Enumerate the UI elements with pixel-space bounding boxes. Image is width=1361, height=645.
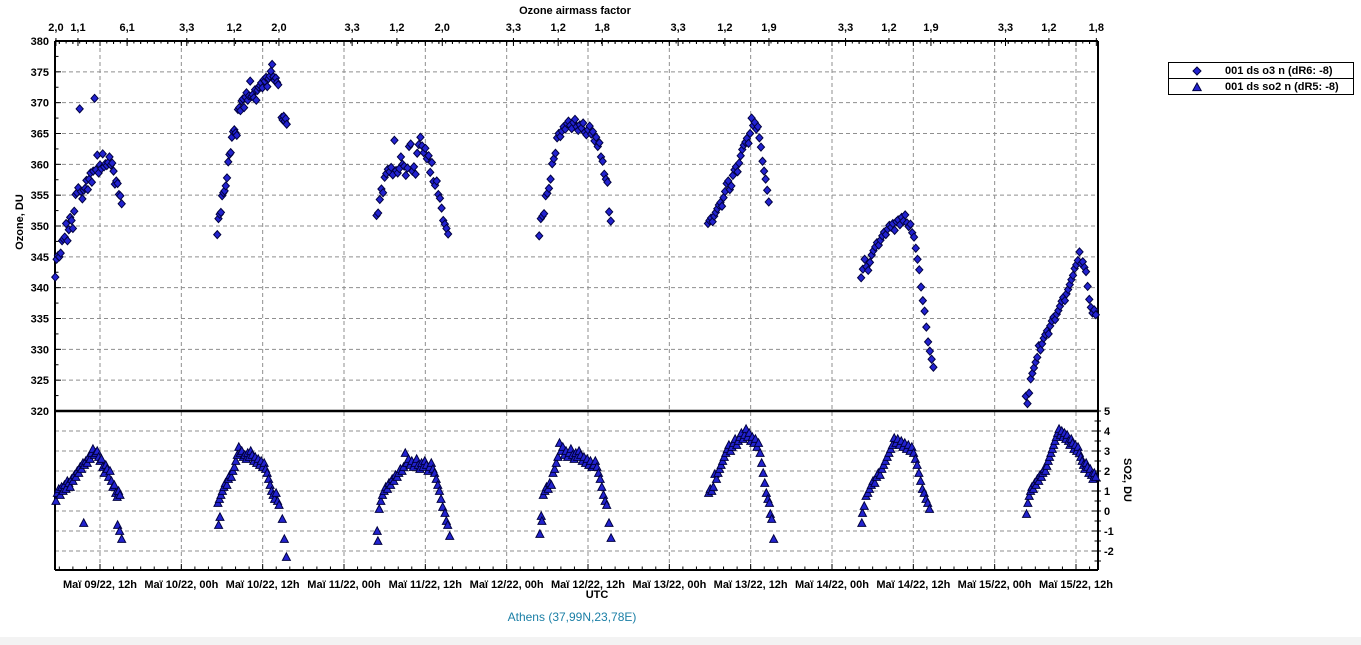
ozone-tick-labels: 320 325 330 335 340 345 350 355 360 365 370 375 380 — [31, 36, 49, 418]
svg-text:2,0: 2,0 — [48, 22, 63, 34]
svg-text:Maï 12/22, 00h: Maï 12/22, 00h — [470, 579, 544, 591]
svg-text:3,3: 3,3 — [179, 22, 194, 34]
legend-row-so2: 001 ds so2 n (dR5: -8) — [1169, 78, 1353, 94]
o3-diamond-icon — [1169, 65, 1225, 76]
svg-text:1,2: 1,2 — [227, 22, 242, 34]
so2-gridlines — [55, 430, 1098, 552]
x-tick-labels: Maï 09/22, 12h Maï 10/22, 00h Maï 10/22, 1… — [63, 579, 1113, 591]
svg-text:Maï 14/22, 00h: Maï 14/22, 00h — [795, 579, 869, 591]
svg-text:3,3: 3,3 — [838, 22, 853, 34]
svg-text:5: 5 — [1104, 406, 1110, 418]
svg-text:Maï 09/22, 12h: Maï 09/22, 12h — [63, 579, 137, 591]
legend-label-o3: 001 ds o3 n (dR6: -8) — [1225, 64, 1333, 77]
svg-text:350: 350 — [31, 221, 49, 233]
svg-text:1,9: 1,9 — [761, 22, 776, 34]
svg-text:Maï 10/22, 00h: Maï 10/22, 00h — [144, 579, 218, 591]
svg-text:Maï 15/22, 12h: Maï 15/22, 12h — [1039, 579, 1113, 591]
svg-text:355: 355 — [31, 190, 49, 202]
svg-text:3,3: 3,3 — [670, 22, 685, 34]
svg-text:1,2: 1,2 — [881, 22, 896, 34]
svg-text:3,3: 3,3 — [998, 22, 1013, 34]
so2-triangle-icon — [1169, 81, 1225, 92]
svg-text:3: 3 — [1104, 446, 1110, 458]
svg-text:1,2: 1,2 — [1041, 22, 1056, 34]
svg-text:370: 370 — [31, 98, 49, 110]
svg-text:325: 325 — [31, 375, 49, 387]
svg-text:-2: -2 — [1104, 546, 1114, 558]
svg-text:345: 345 — [31, 252, 49, 264]
svg-text:2,0: 2,0 — [271, 22, 286, 34]
svg-text:Maï 14/22, 12h: Maï 14/22, 12h — [876, 579, 950, 591]
airmass-tick-labels: 2,0 1,1 6,1 3,3 1,2 2,0 3,3 1,2 2,0 3,3 1,2 1,8 3,3 1… — [48, 22, 1104, 34]
x-axis-title: UTC — [585, 589, 609, 601]
svg-text:4: 4 — [1104, 426, 1111, 438]
svg-text:2,0: 2,0 — [435, 22, 450, 34]
svg-text:340: 340 — [31, 283, 49, 295]
svg-text:365: 365 — [31, 129, 49, 141]
svg-text:Maï 10/22, 12h: Maï 10/22, 12h — [226, 579, 300, 591]
ozone-series-points — [50, 59, 1101, 409]
axis-ticks — [55, 38, 1101, 570]
legend-row-o3: 001 ds o3 n (dR6: -8) — [1169, 63, 1353, 78]
svg-text:1: 1 — [1104, 486, 1110, 498]
svg-text:330: 330 — [31, 344, 49, 356]
svg-text:Maï 11/22, 12h: Maï 11/22, 12h — [389, 579, 463, 591]
svg-text:1,1: 1,1 — [70, 22, 85, 34]
so2-tick-labels: -2 -1 0 1 2 3 4 5 — [1104, 406, 1114, 558]
svg-text:375: 375 — [31, 67, 49, 79]
legend-box: 001 ds o3 n (dR6: -8) 001 ds so2 n (dR5:… — [1168, 62, 1354, 95]
svg-text:1,2: 1,2 — [551, 22, 566, 34]
legend-label-so2: 001 ds so2 n (dR5: -8) — [1225, 80, 1339, 93]
svg-text:1,2: 1,2 — [717, 22, 732, 34]
window-bottom-strip — [0, 637, 1361, 645]
svg-text:335: 335 — [31, 314, 49, 326]
svg-text:Maï 11/22, 00h: Maï 11/22, 00h — [307, 579, 381, 591]
svg-text:380: 380 — [31, 36, 49, 48]
top-axis-title: Ozone airmass factor — [519, 5, 631, 17]
svg-text:3,3: 3,3 — [344, 22, 359, 34]
svg-text:1,8: 1,8 — [1089, 22, 1104, 34]
so2-series-points — [51, 423, 1101, 561]
plot-border — [54, 40, 1099, 571]
svg-text:360: 360 — [31, 159, 49, 171]
svg-text:320: 320 — [31, 406, 49, 418]
svg-text:0: 0 — [1104, 506, 1110, 518]
svg-text:1,8: 1,8 — [595, 22, 610, 34]
svg-text:Maï 12/22, 12h: Maï 12/22, 12h — [551, 579, 625, 591]
svg-text:2: 2 — [1104, 466, 1110, 478]
station-caption: Athens (37,99N,23,78E) — [507, 610, 637, 624]
svg-text:Maï 15/22, 00h: Maï 15/22, 00h — [958, 579, 1032, 591]
svg-text:-1: -1 — [1104, 526, 1114, 538]
svg-text:Maï 13/22, 12h: Maï 13/22, 12h — [714, 579, 788, 591]
svg-text:6,1: 6,1 — [119, 22, 134, 34]
svg-text:3,3: 3,3 — [506, 22, 521, 34]
svg-text:1,9: 1,9 — [923, 22, 938, 34]
svg-text:1,2: 1,2 — [389, 22, 404, 34]
svg-text:Maï 13/22, 00h: Maï 13/22, 00h — [632, 579, 706, 591]
